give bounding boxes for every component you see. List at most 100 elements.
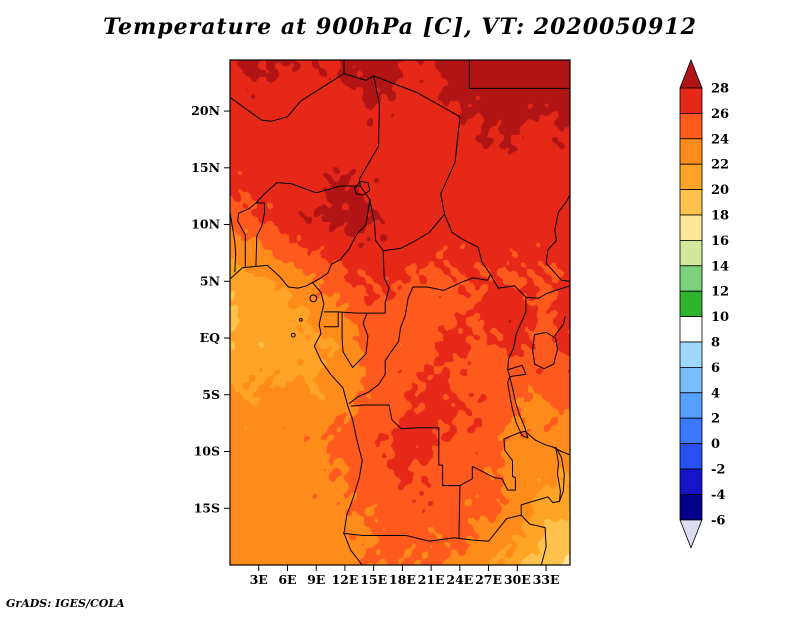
colorbar-segment — [679, 87, 703, 114]
border-path — [458, 485, 461, 539]
lon-tick-label: 6E — [278, 572, 296, 587]
plot-title: Temperature at 900hPa [C], VT: 202005091… — [103, 14, 697, 40]
island-outline — [309, 294, 318, 303]
lon-tick-label: 27E — [475, 572, 502, 587]
lat-tick-label: 5S — [202, 387, 220, 402]
lon-tick-label: 21E — [418, 572, 445, 587]
border-path — [507, 364, 527, 378]
colorbar-label: 0 — [711, 437, 720, 452]
colorbar-segment — [679, 316, 703, 343]
lat-tick-label: 15N — [191, 160, 220, 175]
colorbar-segment — [679, 113, 703, 140]
lon-tick-label: 30E — [504, 572, 531, 587]
colorbar-segment — [679, 493, 703, 521]
border-path — [440, 116, 461, 215]
border-path — [454, 514, 547, 566]
lon-tick-label: 33E — [533, 572, 560, 587]
border-path — [255, 182, 361, 204]
map-frame — [229, 59, 571, 566]
border-path — [238, 202, 257, 214]
border-path — [323, 311, 339, 328]
border-path — [341, 311, 369, 368]
colorbar-segment — [679, 239, 703, 267]
border-path — [343, 73, 461, 118]
lat-tick-label: 5N — [200, 273, 220, 288]
colorbar-label: 14 — [711, 259, 729, 274]
border-path — [323, 250, 390, 314]
border-path — [525, 285, 571, 299]
border-path — [237, 213, 246, 268]
lon-tick-label: 18E — [389, 572, 416, 587]
border-path — [354, 180, 371, 196]
colorbar-segment — [679, 443, 703, 470]
lat-tick-label: EQ — [200, 330, 221, 345]
colorbar-label: 20 — [711, 183, 729, 198]
lon-tick-label: 9E — [307, 572, 325, 587]
axes: 20N 15N 10N 5N EQ 5S 10S 15S 3E 6E 9E 12E 15E 18E 21E 2… — [191, 103, 559, 587]
border-path — [444, 214, 491, 275]
lat-tick-label: 10N — [191, 217, 220, 232]
colorbar-label: -2 — [711, 463, 725, 478]
colorbar-label: 4 — [711, 386, 720, 401]
lon-tick-label: 12E — [331, 572, 358, 587]
colorbar-label: 16 — [711, 234, 729, 249]
colorbar-segment — [679, 468, 703, 495]
colorbar-segment — [679, 392, 703, 419]
colorbar-label: 24 — [711, 132, 729, 147]
lat-tick-label: 15S — [194, 500, 220, 515]
colorbar-segment — [679, 341, 703, 368]
border-path — [532, 331, 558, 370]
border-path — [350, 404, 460, 487]
border-path — [520, 496, 560, 516]
border-path — [358, 75, 380, 187]
grads-credit: GrADS: IGES/COLA — [6, 597, 125, 610]
border-path — [229, 212, 237, 273]
colorbar-label: 2 — [711, 412, 720, 427]
colorbar-label: -4 — [711, 488, 725, 503]
border-path — [229, 60, 345, 122]
colorbar-segment — [679, 290, 703, 318]
border-path — [507, 376, 529, 439]
border-path — [554, 194, 571, 231]
colorbar-label: 8 — [711, 336, 720, 351]
colorbar-label: 22 — [711, 158, 729, 173]
colorbar-label: 26 — [711, 107, 729, 122]
colorbar-segment — [679, 163, 703, 190]
island-outline — [290, 332, 296, 338]
country-borders — [229, 60, 571, 566]
colorbar-label: 18 — [711, 209, 729, 224]
lat-tick-label: 10S — [194, 444, 220, 459]
border-path — [348, 274, 491, 405]
lon-tick-label: 3E — [250, 572, 268, 587]
colorbar-segment — [679, 189, 703, 216]
border-path — [369, 199, 384, 251]
colorbar-label: 6 — [711, 361, 720, 376]
colorbar-arrow-top — [679, 58, 703, 89]
island-outline — [298, 317, 303, 322]
border-path — [229, 264, 363, 566]
lon-tick-label: 15E — [360, 572, 387, 587]
border-path — [554, 316, 566, 337]
colorbar-segment — [679, 138, 703, 165]
temperature-field-canvas — [230, 60, 570, 565]
colorbar-segment — [679, 265, 703, 292]
border-path — [312, 185, 371, 283]
colorbar-arrow-bottom — [679, 519, 703, 549]
colorbar-segment — [679, 366, 703, 394]
border-path — [342, 532, 455, 542]
colorbar-label: 10 — [711, 310, 729, 325]
border-path — [459, 430, 526, 491]
border-path — [383, 213, 445, 252]
border-path — [255, 202, 265, 267]
lat-tick-label: 20N — [191, 103, 220, 118]
colorbar-label: 28 — [711, 82, 729, 97]
border-path — [524, 430, 571, 456]
border-path — [468, 60, 570, 89]
border-path — [555, 446, 565, 502]
border-path — [490, 274, 527, 377]
border-path — [545, 230, 571, 282]
colorbar-label: 12 — [711, 285, 729, 300]
